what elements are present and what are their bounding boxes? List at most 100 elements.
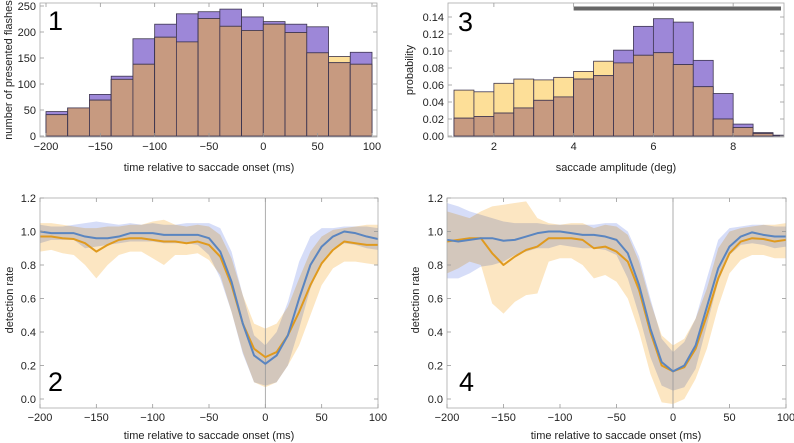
x-tick-label: 50	[316, 412, 328, 424]
panel-2-detection-rate: −200 −150 −100 −50 0 50 100 0.0 0.2 0.4 0.6 0.8 1.0 1…	[21, 193, 387, 424]
y-tick-label: 0.12	[423, 29, 444, 41]
y-tick-label: 50	[24, 105, 36, 117]
bar-overlap-11	[284, 32, 308, 137]
x-tick-label: 50	[312, 141, 324, 153]
plot-frame	[447, 2, 785, 138]
bar-overlap-2	[89, 99, 112, 137]
y-tick-label: 0.6	[21, 294, 36, 306]
y-tick-label: 250	[18, 1, 36, 13]
x-tick-label: 0	[260, 141, 266, 153]
x-tick-label: −50	[200, 141, 219, 153]
plot-area	[40, 198, 378, 408]
panel-1-ylabel: number of presented flashes	[3, 0, 15, 140]
panel-1-xlabel: time relative to saccade onset (ms)	[124, 162, 295, 174]
bar-overlap-1	[473, 116, 495, 137]
x-tick-label: 100	[369, 412, 387, 424]
bar-overlap-8	[613, 62, 634, 137]
x-tick-label: −200	[34, 141, 59, 153]
bar-overlap-15	[752, 133, 774, 137]
y-tick-label: 1.2	[21, 193, 36, 205]
y-tick-label: 0.0	[21, 394, 36, 406]
bar-overlap-13	[328, 62, 351, 137]
bar-overlap-13	[712, 118, 734, 137]
panel-2-xlabel: time relative to saccade onset (ms)	[124, 430, 295, 442]
y-tick-label: 0.8	[428, 260, 443, 272]
band-orange	[40, 219, 378, 388]
y-tick-label: 0.00	[423, 131, 444, 143]
line-blue	[447, 230, 786, 373]
panel-4-detection-rate: −200 −150 −100 −50 0 50 100 0.0 0.2 0.4 0.6 0.8 1.0 1…	[428, 193, 794, 424]
x-tick-label: −150	[84, 412, 109, 424]
y-tick-label: 0.10	[423, 46, 444, 58]
y-tick-label: 0.04	[423, 97, 444, 109]
band-orange	[447, 201, 786, 405]
bar-overlap-4	[533, 99, 555, 137]
bar-overlap-5	[154, 36, 177, 137]
y-tick-label: 0.4	[428, 327, 443, 339]
bar-overlap-4	[132, 63, 156, 137]
y-tick-label: 1.0	[21, 227, 36, 239]
y-tick-label: 1.2	[428, 193, 443, 205]
bar-overlap-3	[513, 107, 535, 137]
bar-overlap-7	[197, 18, 221, 137]
bar-overlap-10	[652, 52, 674, 137]
x-tick-label: −100	[548, 412, 573, 424]
y-tick-label: 0.6	[428, 294, 443, 306]
y-tick-label: 100	[18, 79, 36, 91]
panel-3-amplitude-histogram: 2 4 6 8 0.00 0.02 0.04 0.06 0.08 0.10 0.12 0.14	[423, 2, 785, 153]
panel-2-number: 2	[48, 367, 63, 397]
y-tick-label: 0.02	[423, 114, 444, 126]
panel-4-xlabel: time relative to saccade onset (ms)	[531, 430, 702, 442]
panel-3-xlabel: saccade amplitude (deg)	[556, 162, 676, 174]
bar-overlap-10	[262, 23, 286, 137]
panel-2-ylabel: detection rate	[4, 267, 16, 334]
plot-frame	[39, 2, 378, 138]
bar-overlap-9	[241, 30, 264, 137]
bar-overlap-1	[67, 107, 90, 137]
panel-3-number: 3	[458, 7, 473, 37]
plot-area	[447, 198, 786, 408]
x-tick-label: −50	[607, 412, 626, 424]
y-tick-label: 1.0	[428, 227, 443, 239]
bar-overlap-6	[573, 78, 594, 137]
x-tick-label: −200	[28, 412, 53, 424]
panel-4-ylabel: detection rate	[410, 267, 422, 334]
x-tick-label: 50	[723, 412, 735, 424]
x-tick-label: −200	[435, 412, 460, 424]
bar-overlap-8	[219, 25, 243, 137]
bar-overlap-12	[692, 86, 714, 137]
line-orange	[447, 237, 786, 373]
x-tick-label: 2	[491, 141, 497, 153]
y-tick-label: 0.2	[21, 361, 36, 373]
bar-overlap-5	[553, 96, 575, 137]
bar-overlap-14	[349, 63, 373, 137]
bar-overlap-0	[453, 117, 475, 137]
x-tick-label: 6	[650, 141, 656, 153]
x-tick-label: 100	[777, 412, 794, 424]
bar-overlap-0	[45, 114, 69, 137]
panel-3-ylabel: probability	[404, 44, 416, 95]
y-tick-label: 200	[18, 27, 36, 39]
line-blue	[40, 230, 378, 365]
bar-overlap-6	[175, 41, 199, 137]
y-tick-label: 0.0	[428, 394, 443, 406]
y-tick-label: 0.08	[423, 63, 444, 75]
bar-overlap-9	[633, 54, 654, 137]
panel-1-number: 1	[48, 6, 63, 36]
y-tick-label: 0.06	[423, 80, 444, 92]
bar-overlap-11	[672, 64, 694, 137]
y-tick-label: 0.14	[423, 12, 444, 24]
bar-overlap-2	[493, 112, 515, 137]
x-tick-label: −150	[88, 141, 113, 153]
x-tick-label: 100	[363, 141, 381, 153]
x-tick-label: 0	[262, 412, 268, 424]
y-tick-label: 150	[18, 53, 36, 65]
plot-area	[453, 18, 784, 137]
panel-1-flash-histogram: −200 −150 −100 −50 0 50 100 0 50 100 150 200 250	[18, 1, 382, 153]
x-tick-label: −150	[491, 412, 516, 424]
x-tick-label: −100	[140, 412, 165, 424]
y-tick-label: 0.2	[428, 361, 443, 373]
x-tick-label: −100	[142, 141, 167, 153]
plot-area	[45, 8, 373, 137]
